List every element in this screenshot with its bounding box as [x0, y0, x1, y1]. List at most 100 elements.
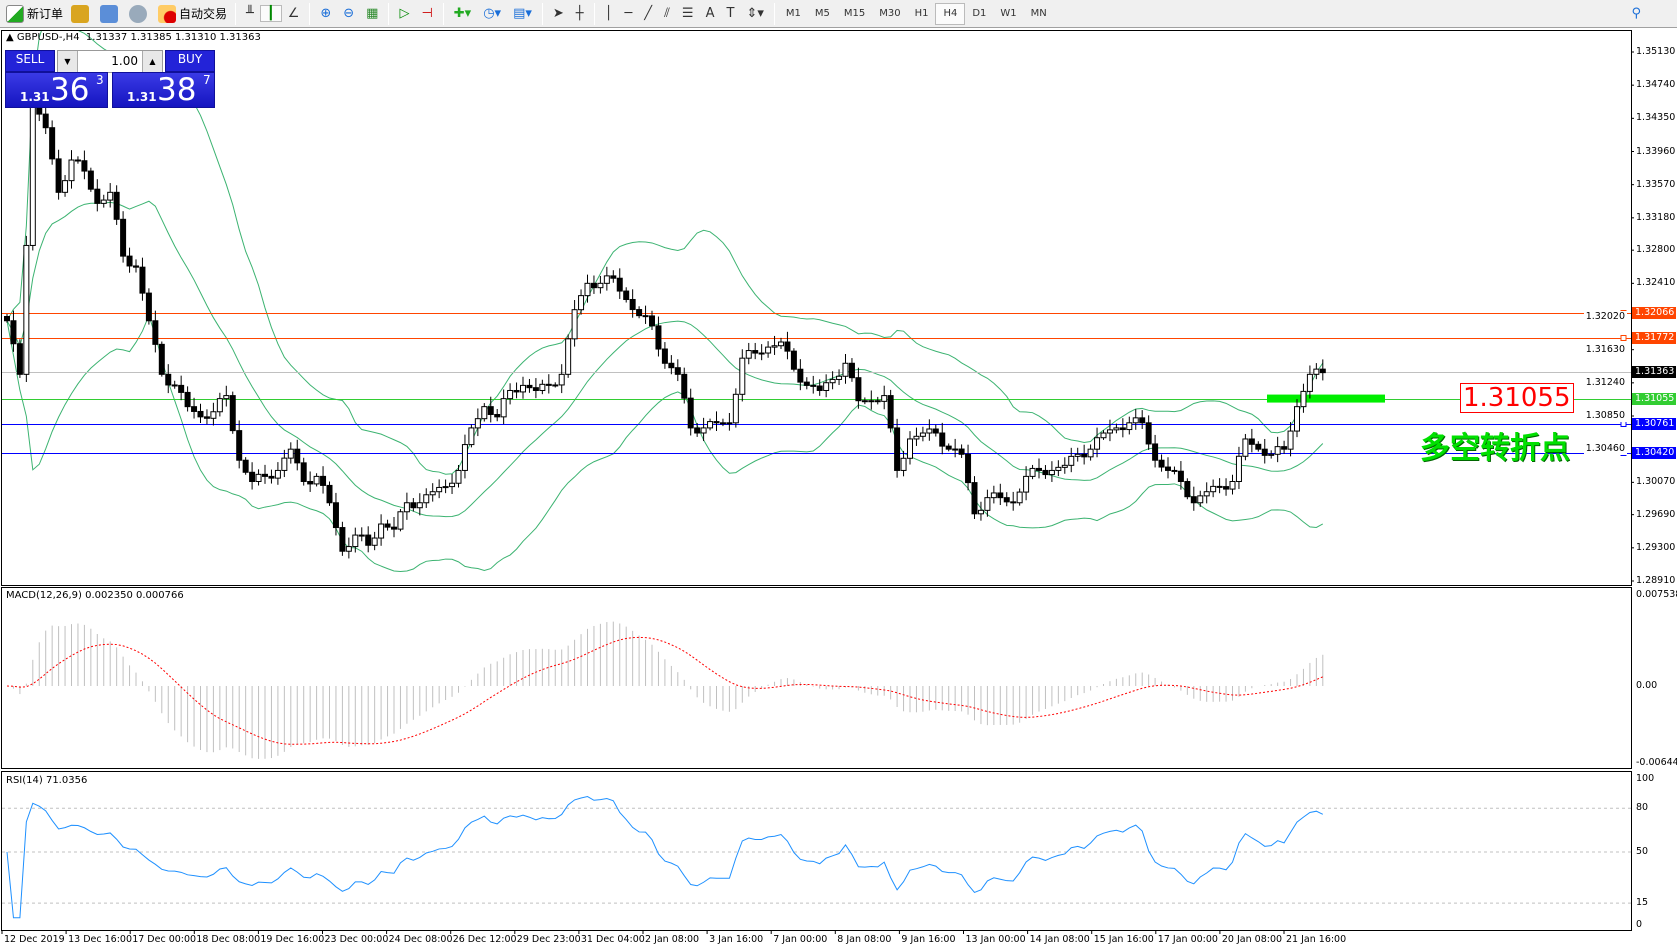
bull-candle: [1203, 491, 1210, 497]
time-axis-label: 24 Dec 08:00: [388, 934, 453, 945]
turning-point-annotation[interactable]: 多空转折点: [1420, 431, 1570, 466]
collapse-icon[interactable]: ▲: [6, 32, 17, 43]
bear-candle: [545, 383, 552, 386]
signals-button[interactable]: [125, 2, 154, 26]
rsi-axis-label: 15: [1636, 897, 1649, 909]
buy-button[interactable]: BUY: [165, 50, 215, 72]
bear-candle: [526, 384, 533, 389]
vertical-line-icon[interactable]: │: [604, 6, 613, 21]
price-axis-label: 1.31240: [1583, 376, 1627, 389]
bull-candle: [1087, 448, 1094, 458]
bull-candle: [1055, 466, 1062, 471]
zoom-out-icon[interactable]: ⊖: [343, 6, 355, 21]
bear-candle: [339, 527, 346, 552]
price-axis-label: 1.32020: [1583, 310, 1627, 323]
bull-candle: [520, 384, 526, 393]
zoom-in-icon[interactable]: ⊕: [320, 6, 332, 21]
bull-candle: [1106, 429, 1113, 434]
bear-candle: [42, 113, 49, 129]
tile-windows-icon[interactable]: ▦: [366, 6, 379, 21]
bull-candle: [210, 411, 217, 419]
bull-candle: [597, 282, 604, 289]
level-price-tag: 1.31772: [1632, 331, 1676, 344]
timeframe-h4[interactable]: H4: [935, 2, 966, 25]
auto-trading-button[interactable]: 自动交易: [154, 2, 231, 26]
trendline-icon[interactable]: ╱: [644, 6, 653, 21]
bear-candle: [229, 395, 236, 432]
sell-price[interactable]: 1.31 36 3: [5, 72, 108, 108]
text-label-icon[interactable]: T: [726, 6, 735, 21]
bar-chart-icon[interactable]: ╨: [246, 6, 254, 21]
time-axis-label: 14 Jan 08:00: [1029, 934, 1090, 945]
bear-candle: [894, 427, 901, 471]
bear-candle: [1190, 496, 1197, 504]
bear-candle: [694, 427, 701, 434]
bull-candle: [926, 428, 933, 434]
bull-candle: [990, 492, 997, 499]
macd-title: MACD(12,26,9) 0.002350 0.000766: [6, 590, 184, 601]
timeframe-m30[interactable]: M30: [879, 8, 901, 19]
sell-price-fraction: 3: [96, 73, 104, 87]
chart-area[interactable]: [0, 28, 1677, 949]
timeframe-w1[interactable]: W1: [1000, 8, 1017, 19]
bear-candle: [642, 315, 649, 318]
timeframe-h1[interactable]: H1: [914, 8, 929, 19]
bull-candle: [584, 282, 591, 297]
bear-candle: [861, 400, 868, 403]
bear-candle: [513, 389, 520, 393]
bear-candle: [855, 377, 862, 402]
time-axis-label: 15 Jan 16:00: [1093, 934, 1154, 945]
cursor-icon[interactable]: ➤: [552, 6, 564, 21]
bear-candle: [887, 395, 894, 429]
crosshair-icon[interactable]: ┼: [575, 6, 584, 21]
horizontal-line-icon[interactable]: ─: [624, 6, 633, 21]
candlestick-icon[interactable]: ┃: [259, 5, 282, 22]
templates-icon[interactable]: ▤▾: [513, 6, 532, 21]
new-order-button[interactable]: 新订单: [2, 2, 67, 26]
level-handle: [1620, 421, 1627, 427]
time-axis-label: 18 Dec 08:00: [196, 934, 261, 945]
sell-button[interactable]: SELL: [5, 50, 55, 72]
bear-candle: [145, 292, 152, 322]
periods-icon[interactable]: ◷▾: [483, 6, 502, 21]
timeframe-m1[interactable]: M1: [785, 8, 801, 19]
bear-candle: [139, 266, 146, 294]
bull-candle: [1016, 491, 1023, 504]
bull-candle: [223, 395, 230, 400]
text-icon[interactable]: A: [705, 6, 715, 21]
chart-shift-icon[interactable]: ⊣: [421, 6, 433, 21]
timeframe-mn[interactable]: MN: [1030, 8, 1047, 19]
price-axis-label: 1.34740: [1636, 79, 1676, 91]
line-chart-icon[interactable]: ∠: [287, 6, 300, 21]
bull-candle: [500, 398, 507, 418]
timeframe-d1[interactable]: D1: [972, 8, 987, 19]
bear-candle: [16, 343, 23, 375]
indicators-icon[interactable]: ✚▾: [453, 6, 472, 21]
arrows-icon[interactable]: ⇕▾: [746, 6, 764, 21]
macd-axis-label: 0.007538: [1636, 589, 1677, 600]
bear-candle: [1042, 469, 1049, 476]
lot-size-stepper[interactable]: ▼ 1.00 ▲: [57, 50, 163, 73]
bear-candle: [391, 526, 397, 530]
price-annotation-label[interactable]: 1.31055: [1460, 383, 1574, 413]
bear-candle: [113, 191, 120, 220]
search-icon[interactable]: ⚲: [1631, 6, 1641, 21]
market-watch-button[interactable]: [67, 2, 96, 26]
bear-candle: [649, 315, 655, 327]
lot-size-input[interactable]: 1.00: [111, 54, 138, 68]
timeframe-m5[interactable]: M5: [814, 8, 830, 19]
bear-candle: [191, 406, 198, 412]
lot-increase-button[interactable]: ▲: [142, 51, 162, 72]
bull-candle: [281, 457, 288, 471]
bull-candle: [1048, 469, 1055, 476]
auto-scroll-icon[interactable]: ▷: [399, 6, 410, 21]
bull-candle: [758, 352, 765, 355]
fibonacci-icon[interactable]: ☰: [681, 6, 694, 21]
lot-decrease-button[interactable]: ▼: [58, 51, 78, 72]
navigator-button[interactable]: [96, 2, 125, 26]
time-axis-label: 19 Dec 16:00: [260, 934, 325, 945]
bear-candle: [1177, 470, 1184, 482]
equidistant-channel-icon[interactable]: ⫽: [664, 6, 670, 21]
timeframe-m15[interactable]: M15: [843, 8, 866, 19]
buy-price[interactable]: 1.31 38 7: [112, 72, 215, 108]
